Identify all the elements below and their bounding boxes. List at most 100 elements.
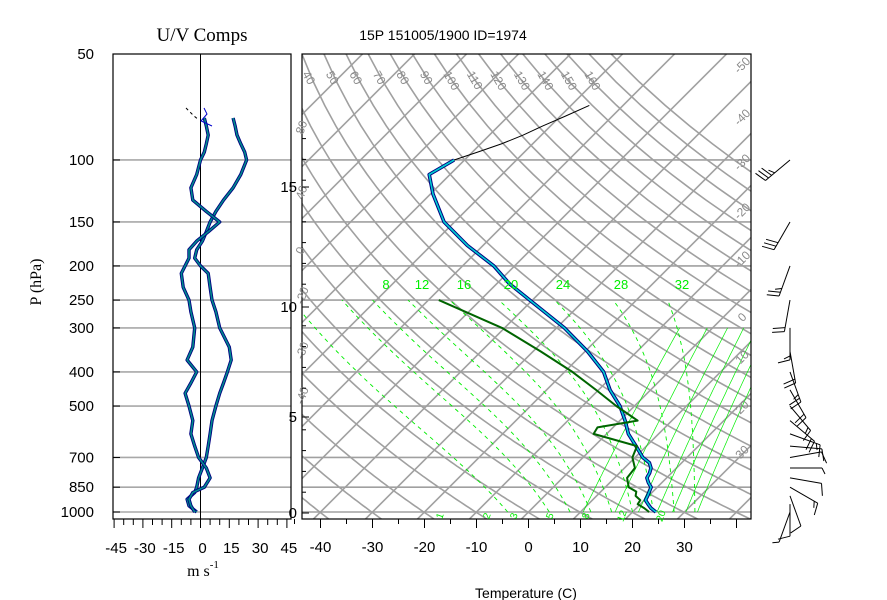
wind-barb-flag: [818, 444, 821, 458]
mixing-ratio-line: [697, 386, 751, 513]
wind-barb: [789, 467, 826, 475]
uv-y-tick-label: 300: [69, 320, 94, 337]
wind-barb-flag: [789, 397, 800, 406]
wind-barb-flag: [813, 503, 819, 516]
moist-adiabat-line: [302, 311, 509, 513]
wind-barb: [789, 477, 823, 496]
uv-y-tick-label: 200: [69, 258, 94, 275]
height-ticks: 0 5 10 15: [280, 138, 309, 522]
uv-speed-ticks: -45 -30 -15 0 15 30 45: [105, 519, 297, 557]
uv-y-tick-label: 400: [69, 364, 94, 381]
moist-adiabat-lines: [302, 299, 696, 513]
isotherm-line: [624, 392, 751, 519]
isotherm-line: [520, 288, 751, 519]
height-tick-label: 0: [289, 505, 297, 522]
wind-barb-flag: [796, 417, 807, 427]
uv-x-axis-label: m s-1: [187, 559, 219, 580]
moist-adiabat-line: [341, 299, 550, 513]
isotherm-line: [302, 54, 676, 428]
wind-barb-flag: [755, 172, 766, 181]
dry-adiabat-line: [367, 54, 751, 401]
wind-barb-flag: [772, 541, 780, 544]
mixing-ratio-label: 24: [556, 277, 570, 292]
wind-barb-flag: [815, 443, 818, 451]
dry-adiabat-line: [411, 54, 751, 357]
isobar-lines: [302, 159, 751, 513]
isotherm-label: -30: [731, 151, 753, 173]
wind-barb-flag: [772, 331, 785, 333]
wind-barb: [789, 420, 815, 453]
wind-barb: [772, 299, 791, 333]
wind-barb: [772, 511, 791, 544]
moist-adiabat-label: 5: [545, 511, 557, 520]
mixing-ratio-line: [614, 327, 708, 513]
mixing-ratio-label: 28: [614, 277, 628, 292]
theta-label: 40: [299, 69, 318, 88]
isotherm-line: [302, 54, 728, 480]
wind-barb-flag: [768, 169, 775, 174]
dry-adiabat-line: [433, 54, 751, 335]
moist-adiabat-label: 1: [435, 511, 447, 520]
wind-barb-shaft: [789, 433, 821, 446]
uv-x-tick-label: 0: [198, 540, 206, 557]
uv-x-tick-label: -15: [163, 540, 185, 557]
mixing-ratio-label: 32: [675, 277, 689, 292]
wind-barb-flag: [761, 245, 775, 251]
theta-label: 90: [417, 69, 436, 88]
uv-isobar-gridlines: [113, 159, 291, 513]
skew-t-line-labels: 40 50 60 70 80 90 100 110 120 130 140 150 160-50-40-…: [293, 54, 754, 523]
moist-adiabat-line: [554, 299, 654, 513]
isotherm-line: [833, 38, 887, 520]
dry-adiabat-side-label: -30: [293, 340, 312, 361]
wind-barb-shaft: [789, 451, 822, 458]
theta-label: 80: [393, 69, 412, 88]
temperature-ticks: -40 -30 -20 -10 0 10 20 30: [294, 519, 737, 556]
isotherm-line: [302, 54, 364, 116]
sounding-title: 15P 151005/1900 ID=1974: [359, 27, 527, 43]
wind-barb: [789, 451, 828, 464]
isotherm-line: [302, 54, 624, 376]
mixing-ratio-label: 20: [504, 277, 518, 292]
uv-x-tick-label: -45: [105, 540, 127, 557]
wind-barb-shaft: [789, 420, 815, 442]
isotherm-line: [572, 340, 751, 519]
wind-barb: [777, 504, 791, 540]
dry-adiabat-line: [302, 330, 541, 519]
wind-barb-flag: [777, 535, 791, 540]
wind-barb-flag: [761, 167, 772, 176]
dry-adiabat-line: [302, 288, 594, 519]
wind-barb-shaft: [765, 159, 791, 181]
theta-label: 50: [323, 69, 342, 88]
wind-barb-flag: [777, 359, 791, 364]
uv-y-tick-label: 250: [69, 292, 94, 309]
uv-y-tick-label: 1000: [61, 504, 94, 521]
uv-series-top-trace: [200, 107, 213, 127]
wind-barb-flag: [790, 401, 802, 410]
wind-barb: [783, 351, 797, 389]
height-tick-label: 5: [289, 409, 297, 426]
dry-adiabat-side-label: 0: [293, 245, 309, 256]
wind-barb-shaft: [773, 221, 791, 250]
uv-series-top-trace: [185, 107, 200, 121]
wind-barb-flag: [805, 438, 812, 450]
moist-adiabat-label: 8: [581, 511, 593, 520]
wind-barb-shaft: [789, 351, 797, 384]
temperature-tick-label: -30: [362, 539, 384, 556]
wind-barb: [789, 486, 819, 516]
wind-barb-flag: [784, 382, 796, 389]
isotherm-label: 0: [735, 310, 750, 325]
uv-x-axis-unit: m s: [187, 563, 210, 580]
wind-barb-column: [755, 159, 828, 544]
isotherm-line: [468, 236, 751, 519]
temperature-tick-label: 20: [624, 539, 641, 556]
wind-barb-shaft: [789, 495, 802, 527]
wind-barb-flag: [821, 467, 826, 475]
dry-adiabat-line: [302, 454, 383, 519]
wind-barb-flag: [794, 413, 805, 424]
wind-barb: [789, 371, 802, 410]
moist-adiabat-label: 2: [482, 511, 494, 520]
wind-barb-flag: [772, 327, 786, 329]
wind-barb: [766, 265, 791, 297]
wind-barb: [755, 159, 791, 181]
uv-series-v-line: [180, 117, 221, 513]
